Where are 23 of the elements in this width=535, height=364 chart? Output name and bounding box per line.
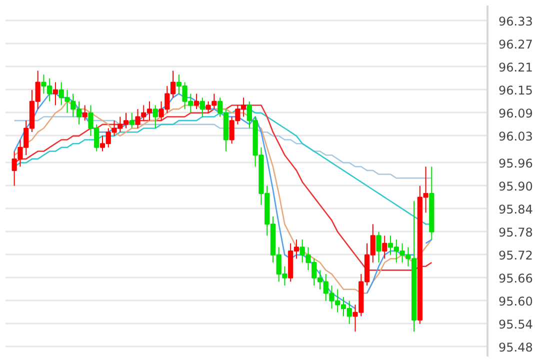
candlestick	[52, 82, 58, 106]
y-tick-label: 96.09	[498, 106, 533, 120]
y-tick-label: 95.84	[498, 202, 533, 216]
y-tick-label: 95.90	[498, 179, 533, 194]
y-tick-label: 96.21	[498, 60, 533, 74]
y-tick-label: 95.78	[498, 225, 533, 240]
candlestick	[200, 97, 205, 118]
candlestick	[152, 104, 158, 129]
y-tick-label: 95.66	[498, 271, 533, 286]
y-tick-label: 96.27	[498, 37, 533, 52]
candlestick	[194, 93, 200, 110]
candlestick	[82, 104, 88, 122]
candlestick	[376, 231, 382, 264]
y-tick-label: 95.72	[498, 248, 533, 262]
y-tick-label: 96.33	[498, 14, 533, 28]
y-tick-label: 95.48	[498, 340, 533, 354]
y-tick-label: 95.60	[498, 294, 533, 308]
candlestick	[382, 235, 388, 260]
candlestick	[129, 112, 134, 129]
y-tick-label: 96.15	[498, 83, 533, 98]
y-tick-label: 96.03	[498, 129, 533, 144]
y-tick-label: 95.54	[498, 317, 533, 332]
y-tick-label: 95.96	[498, 156, 533, 170]
